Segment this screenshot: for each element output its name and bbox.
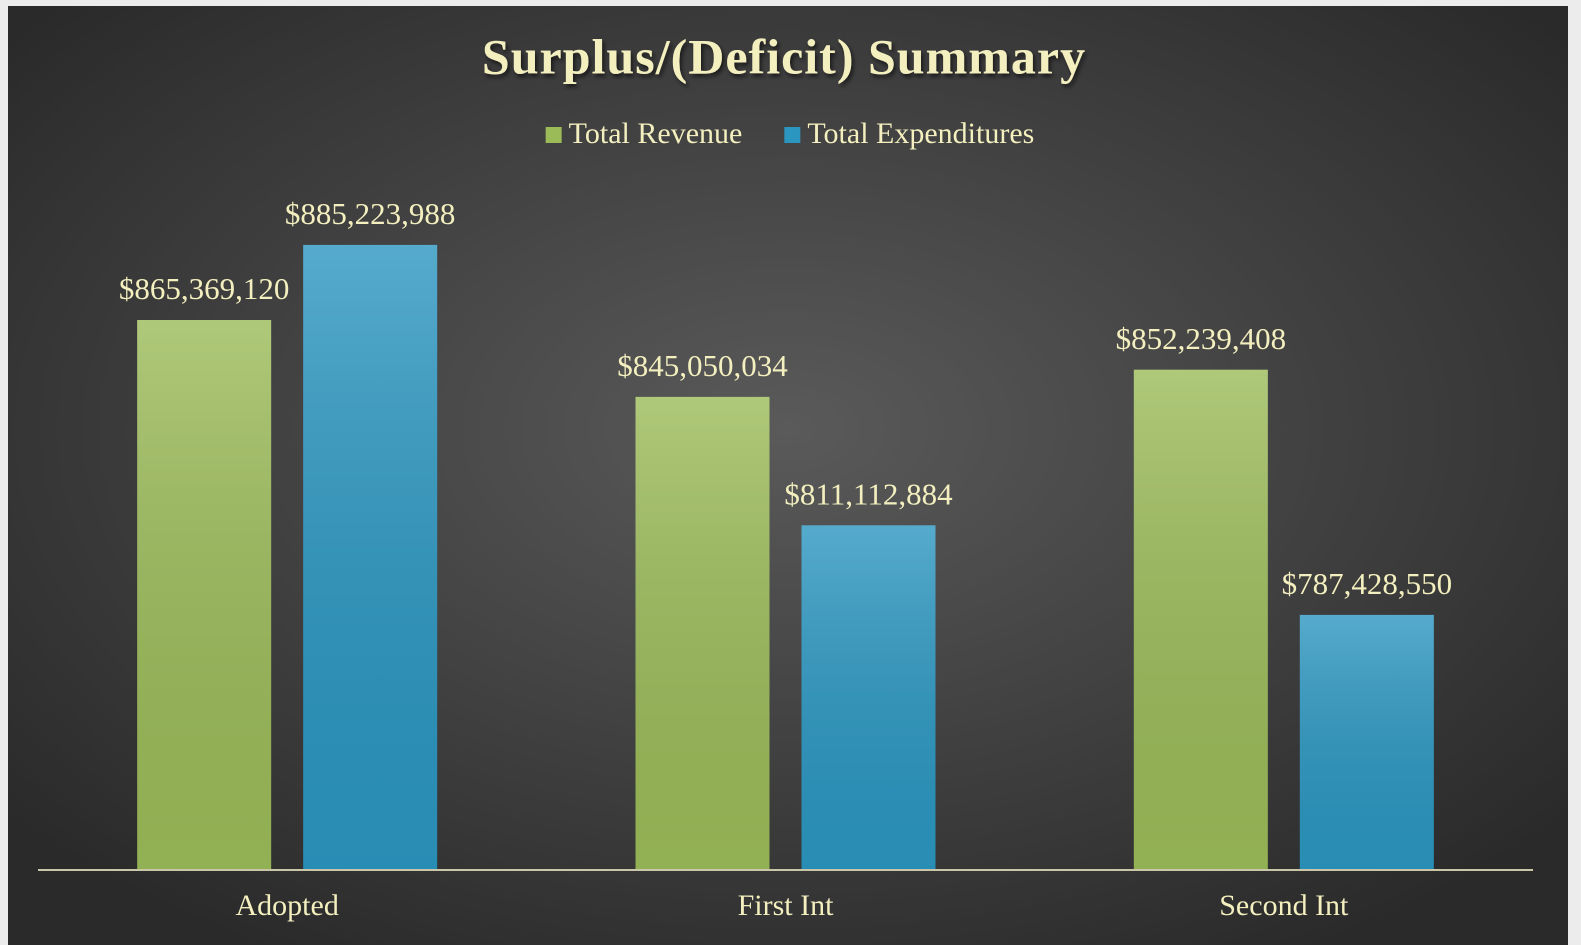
bar-sheen <box>635 396 770 870</box>
bar-sheen <box>801 525 936 870</box>
bar-sheen <box>1133 369 1268 870</box>
x-tick-label: Second Int <box>1219 889 1349 922</box>
x-tick-label: First Int <box>738 889 835 922</box>
legend-label: Total Expenditures <box>807 117 1034 150</box>
data-label: $865,369,120 <box>119 271 290 306</box>
legend-label: Total Revenue <box>569 117 743 150</box>
data-label: $811,112,884 <box>784 476 953 511</box>
legend-swatch <box>784 127 801 143</box>
legend-swatch <box>545 127 562 143</box>
bar-sheen <box>1299 614 1434 870</box>
data-label: $885,223,988 <box>285 196 456 231</box>
chart-title: Surplus/(Deficit) Summary <box>482 28 1086 84</box>
data-label: $852,239,408 <box>1116 321 1287 356</box>
bar-sheen <box>303 244 438 870</box>
data-label: $787,428,550 <box>1282 566 1453 601</box>
bar-sheen <box>137 320 272 871</box>
x-tick-label: Adopted <box>236 889 339 922</box>
data-label: $845,050,034 <box>617 348 788 383</box>
